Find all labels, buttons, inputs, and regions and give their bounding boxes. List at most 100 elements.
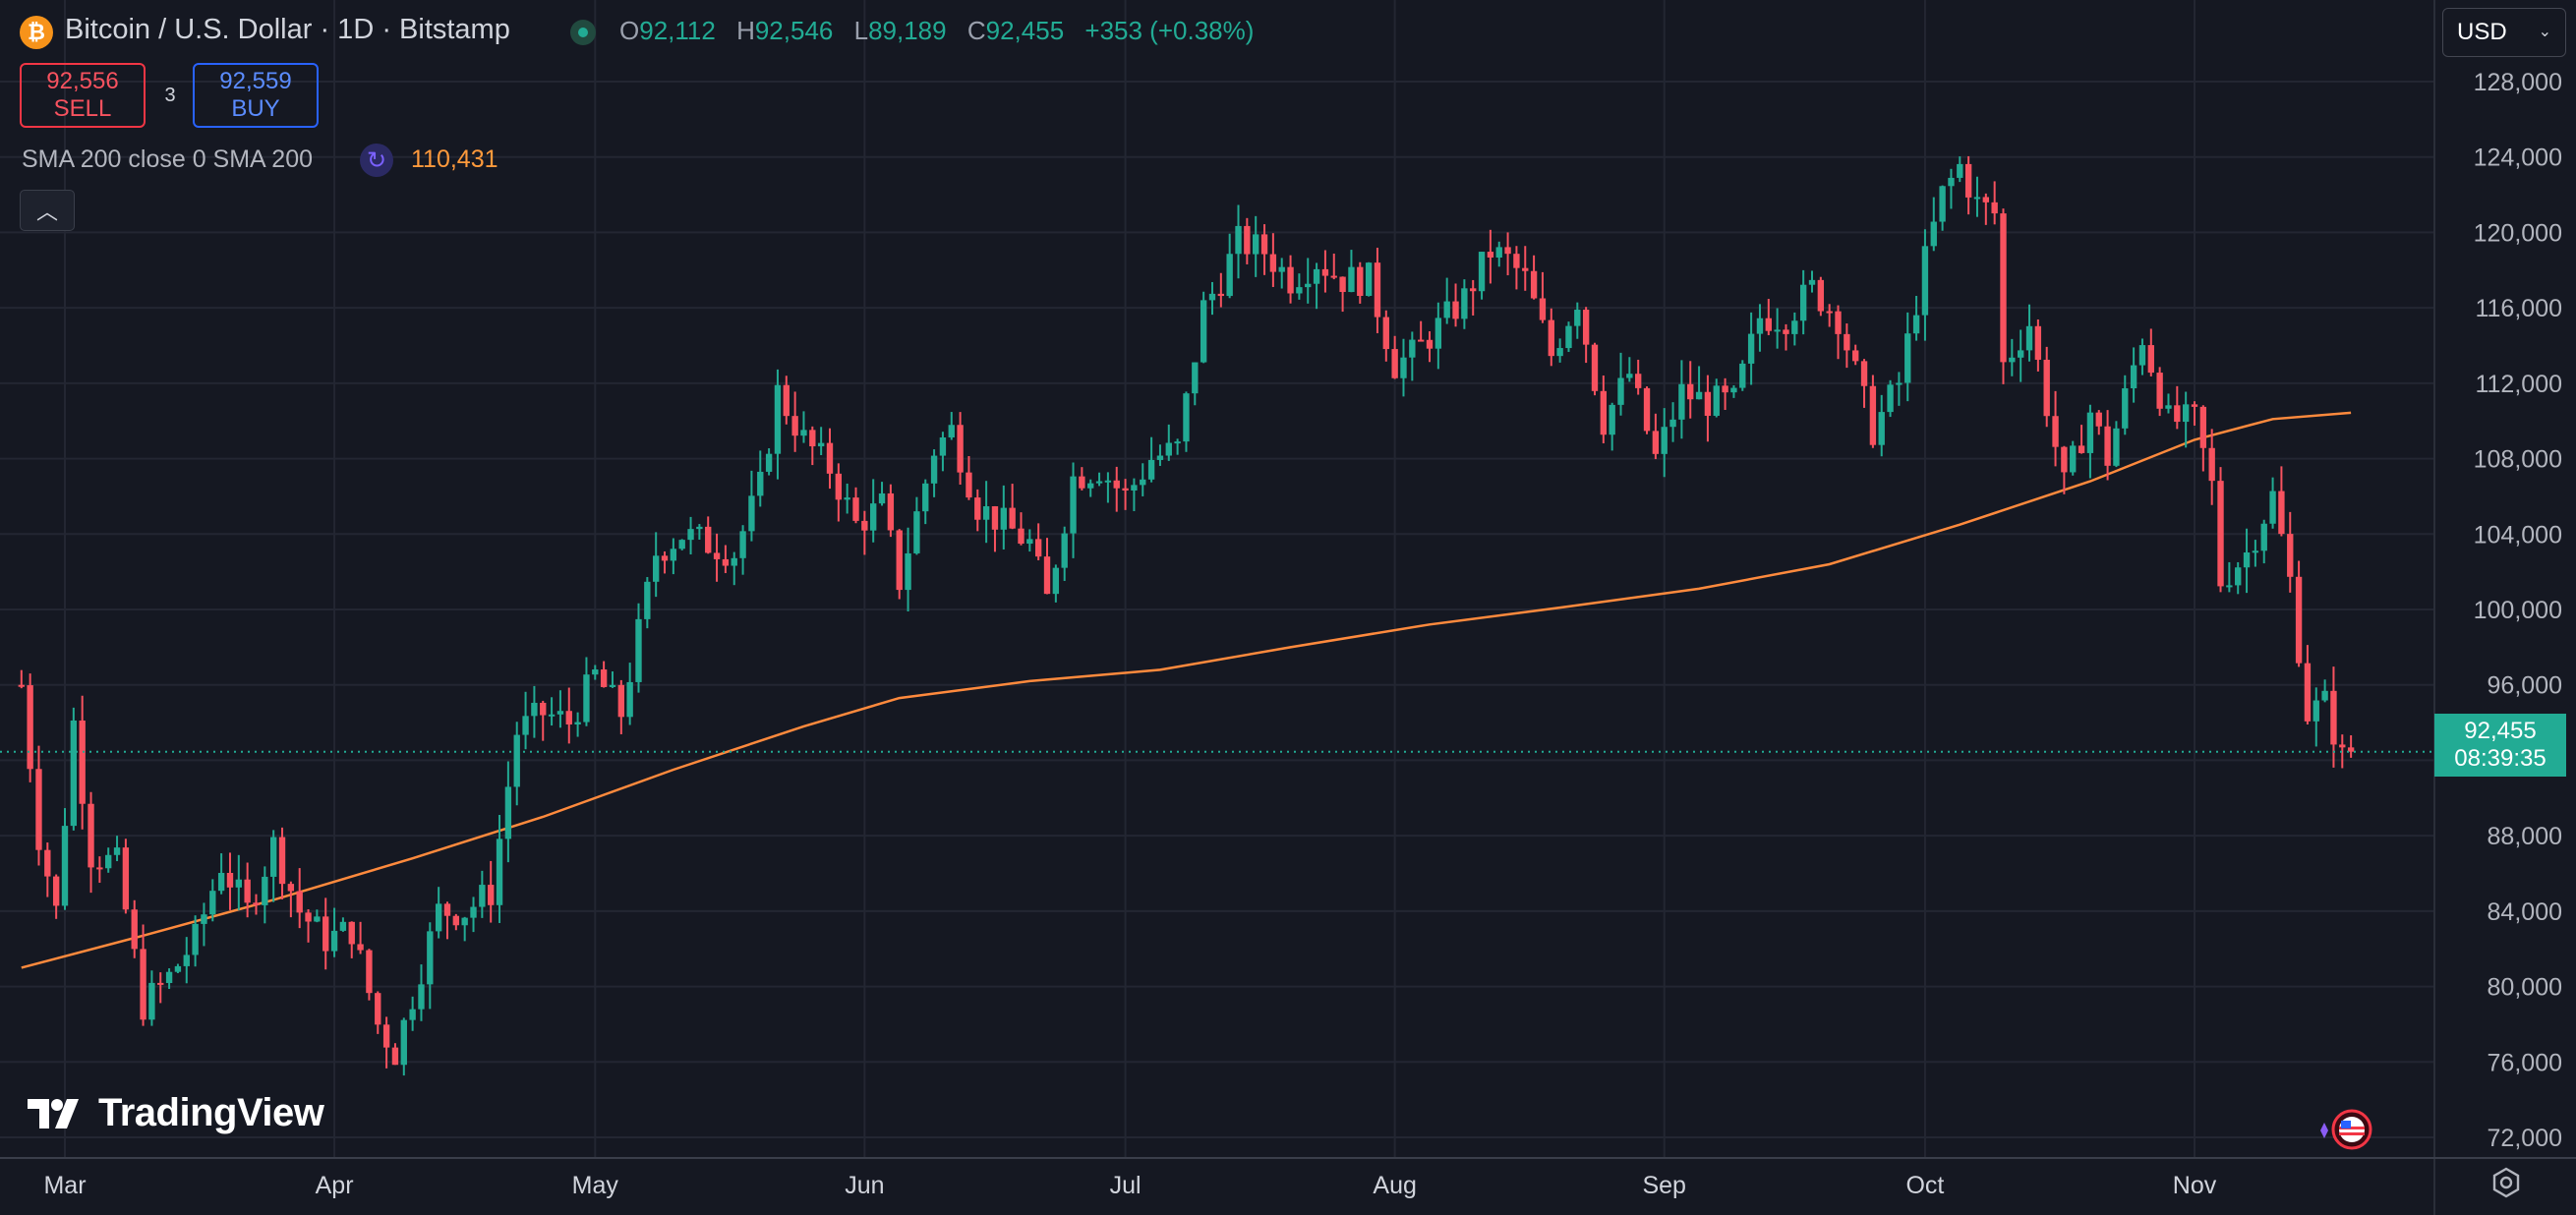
candle-body — [1887, 384, 1894, 413]
candle-body — [122, 847, 130, 910]
tradingview-logo[interactable]: TradingView — [28, 1091, 324, 1135]
candle-body — [2034, 325, 2042, 360]
symbol-title[interactable]: Bitcoin / U.S. Dollar · 1D · Bitstamp — [65, 14, 510, 45]
candle-body — [713, 552, 721, 559]
last-price: 92,455 — [2464, 718, 2537, 744]
price-tick-label: 128,000 — [2474, 69, 2562, 96]
candle-body — [1087, 483, 1094, 489]
sell-button[interactable]: 92,556 SELL — [20, 63, 146, 128]
candle-body — [757, 471, 764, 496]
candle-body — [1417, 339, 1425, 342]
candle-body — [1348, 266, 1355, 293]
candle-body — [400, 1019, 407, 1066]
price-tick-label: 100,000 — [2474, 597, 2562, 624]
candle-body — [2330, 690, 2337, 745]
candle-body — [2078, 445, 2085, 453]
candle-body — [1400, 357, 1407, 378]
price-tick-label: 88,000 — [2488, 823, 2562, 850]
candle-body — [253, 902, 260, 905]
candle-body — [922, 483, 929, 512]
candle-body — [852, 497, 859, 521]
candle-body — [79, 720, 86, 804]
candle-body — [1852, 350, 1859, 362]
candle-body — [600, 669, 608, 687]
candle-body — [1461, 288, 1468, 319]
candle-body — [2061, 446, 2068, 473]
time-tick-label: Aug — [1373, 1172, 1416, 1199]
candle-body — [1174, 441, 1181, 444]
candle-body — [278, 837, 286, 885]
candle-body — [1600, 390, 1608, 435]
candle-body — [1643, 387, 1651, 432]
candle-body — [1192, 362, 1199, 394]
candle-body — [1061, 533, 1068, 568]
candle-body — [2182, 404, 2190, 423]
candle-body — [687, 529, 694, 541]
candle-body — [809, 430, 816, 447]
candle-body — [461, 917, 468, 926]
candle-body — [540, 702, 547, 716]
candle-body — [1244, 225, 1251, 255]
candle-body — [366, 950, 373, 994]
candle-body — [496, 839, 503, 905]
currency-select[interactable]: USD ⌄ — [2442, 8, 2566, 57]
high-value: H92,546 — [736, 16, 834, 45]
candle-body — [2070, 445, 2077, 473]
market-status-icon[interactable] — [570, 20, 596, 45]
buy-button[interactable]: 92,559 BUY — [193, 63, 319, 128]
currency-value: USD — [2457, 19, 2507, 45]
collapse-legend-button[interactable]: ︿ — [20, 190, 75, 231]
candle-body — [1140, 479, 1146, 486]
candle-body — [1904, 333, 1911, 383]
candle-body — [1382, 317, 1389, 350]
candle-body — [2339, 744, 2346, 748]
settings-icon[interactable] — [2489, 1166, 2523, 1199]
price-tick-label: 72,000 — [2488, 1125, 2562, 1152]
candle-body — [948, 425, 955, 437]
candle-body — [774, 384, 782, 454]
candle-body — [1982, 197, 1990, 202]
candle-body — [739, 531, 746, 558]
candle-body — [1000, 507, 1007, 530]
candle-body — [1426, 339, 1434, 349]
candle-body — [113, 847, 121, 855]
candle-body — [1678, 383, 1685, 420]
candle-body — [905, 552, 911, 591]
candle-body — [1217, 293, 1225, 297]
candle-body — [1374, 262, 1381, 318]
candle-body — [2138, 345, 2146, 366]
time-tick-label: Mar — [43, 1172, 86, 1199]
candle-body — [531, 702, 538, 717]
candle-body — [287, 884, 295, 892]
candle-body — [626, 681, 633, 718]
candle-body — [174, 965, 182, 972]
price-tick-label: 108,000 — [2474, 446, 2562, 474]
candle-body — [157, 982, 164, 985]
candle-body — [1122, 488, 1129, 491]
candle-body — [1305, 283, 1312, 288]
tradingview-logo-icon — [28, 1098, 79, 1128]
candle-body — [1522, 267, 1529, 271]
candle-body — [1313, 268, 1320, 284]
candle-body — [652, 555, 660, 582]
sell-label: SELL — [53, 95, 112, 122]
time-axis[interactable]: Mar Apr May Jun Jul Aug Sep Oct Nov — [0, 1157, 2576, 1199]
candle-body — [991, 506, 999, 530]
candle-body — [2252, 550, 2259, 553]
candle-body — [1574, 310, 1581, 326]
economic-events-icon[interactable] — [2316, 1109, 2379, 1150]
candle-body — [1860, 361, 1868, 386]
candle-body — [1530, 270, 1538, 299]
time-tick-label: Apr — [316, 1172, 354, 1199]
candle-body — [1912, 315, 1920, 334]
candle-body — [1339, 276, 1346, 293]
candle-body — [844, 497, 850, 500]
price-axis[interactable]: 128,000 124,000 120,000 116,000 112,000 108,0… — [2433, 0, 2562, 1215]
candle-body — [330, 930, 338, 952]
candle-body — [269, 837, 277, 877]
candle-body — [966, 472, 972, 498]
candle-body — [783, 384, 790, 417]
indicator-legend[interactable]: SMA 200 close 0 SMA 200 — [22, 145, 314, 173]
